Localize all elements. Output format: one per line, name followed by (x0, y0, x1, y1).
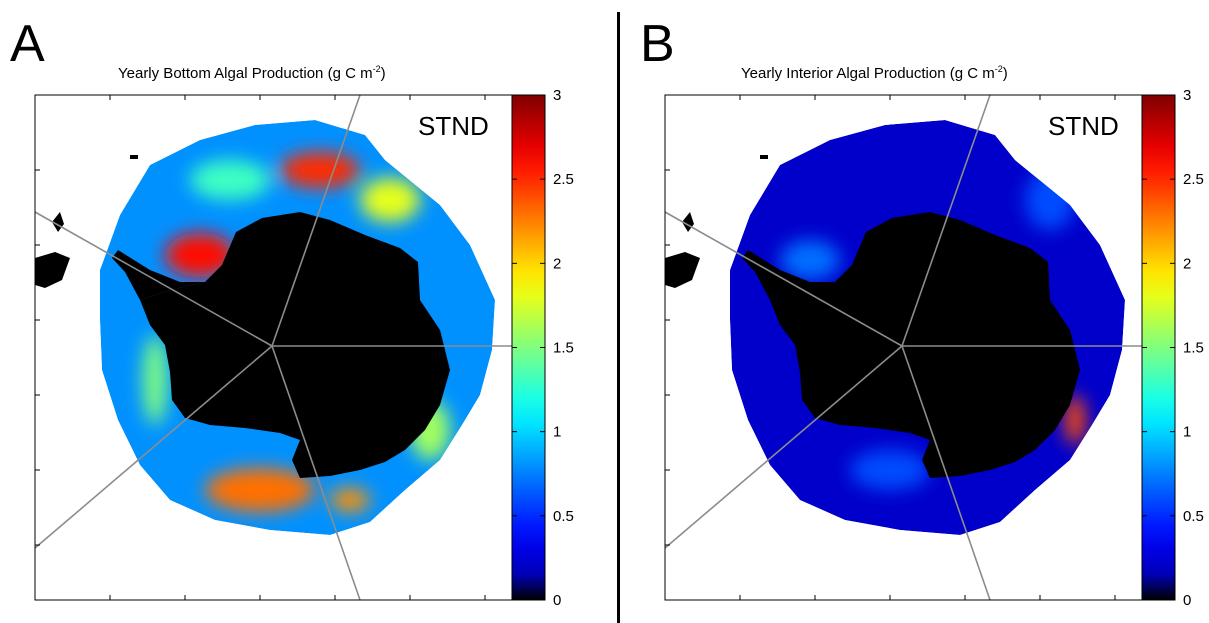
panel-a: A Yearly Bottom Algal Production (g C m-… (0, 0, 600, 623)
colorbar-tick-label: 3 (553, 87, 561, 104)
panel-b: B Yearly Interior Algal Production (g C … (630, 0, 1209, 623)
antarctic-peninsula (742, 250, 835, 300)
stnd-label: STND (1048, 111, 1119, 141)
production-hotspots (143, 152, 450, 512)
panel-divider (617, 12, 620, 623)
south-america-landmass (665, 252, 700, 288)
island (760, 155, 768, 159)
antarctica-landmass (140, 212, 450, 478)
panel-title: Yearly Interior Algal Production (g C m-… (741, 65, 1008, 83)
colorbar (511, 94, 546, 601)
antarctic-peninsula (112, 250, 205, 300)
sector-line (901, 345, 991, 601)
hotspot (780, 240, 840, 280)
stnd-label: STND (418, 111, 489, 141)
colorbar-tick-label: 0 (553, 592, 561, 609)
colorbar-tick-label: 2.5 (553, 171, 574, 188)
colorbar-tick-label: 0.5 (553, 508, 574, 525)
hotspot (143, 335, 167, 425)
hotspot (850, 450, 930, 490)
hotspot (1065, 395, 1085, 445)
colorbar-tick-label: 3 (1183, 87, 1191, 104)
panel-title-main: Yearly Interior Algal Production (g C m (741, 65, 995, 82)
panel-title-exponent: -2 (372, 64, 381, 74)
colorbar-tick-label: 1.5 (553, 340, 574, 357)
sector-line (664, 345, 903, 549)
hotspot (360, 178, 420, 222)
hotspot (165, 233, 235, 277)
hotspot (330, 488, 370, 512)
colorbar-tick-label: 1 (553, 424, 561, 441)
sector-line (271, 94, 361, 347)
island (130, 155, 138, 159)
colorbar-tick-label: 2 (1183, 255, 1191, 272)
hotspot (205, 468, 315, 512)
panel-letter: B (640, 15, 675, 73)
colorbar-tick-label: 1 (1183, 424, 1191, 441)
panel-title-main: Yearly Bottom Algal Production (g C m (118, 65, 373, 82)
sector-line (34, 211, 273, 347)
sector-line (664, 211, 903, 347)
south-america-landmass (35, 252, 70, 288)
panel-title: Yearly Bottom Algal Production (g C m-2) (118, 65, 386, 83)
panel-title-close: ) (380, 65, 386, 82)
colorbar-tick-label: 0 (1183, 592, 1191, 609)
colorbar-tick-label: 2 (553, 255, 561, 272)
hotspot (280, 152, 360, 188)
colorbar-tick-label: 1.5 (1183, 340, 1204, 357)
antarctic-map-b: STND 0 0.5 1 1.5 2 2.5 3 (664, 87, 1204, 609)
production-hotspots (780, 170, 1085, 490)
panel-letter: A (10, 15, 45, 73)
panel-title-exponent: -2 (994, 64, 1003, 74)
hotspot (190, 160, 270, 200)
colorbar-tick-label: 2.5 (1183, 171, 1204, 188)
colorbar-tick-label: 0.5 (1183, 508, 1204, 525)
antarctic-map-a: STND 0 0.5 1 1.5 2 2.5 3 (34, 87, 574, 609)
sector-line (271, 345, 361, 601)
antarctica-landmass (770, 212, 1080, 478)
colorbar (1141, 94, 1176, 601)
sector-line (901, 94, 991, 347)
sector-line (34, 345, 273, 549)
panel-title-close: ) (1002, 65, 1008, 82)
